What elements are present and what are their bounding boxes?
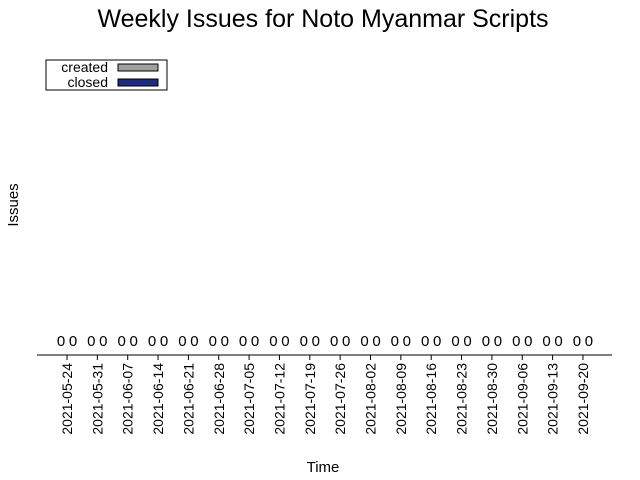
x-tick-label: 2021-08-02 (363, 363, 379, 435)
data-label-closed: 0 (312, 333, 320, 350)
y-axis-label: Issues (5, 183, 22, 226)
data-label-created: 0 (239, 333, 247, 350)
data-label-closed: 0 (130, 333, 138, 350)
x-tick-label: 2021-08-09 (393, 363, 409, 435)
x-tick-label: 2021-07-19 (302, 363, 318, 435)
x-tick-label: 2021-08-16 (423, 363, 439, 435)
data-label-closed: 0 (69, 333, 77, 350)
data-label-closed: 0 (99, 333, 107, 350)
data-label-closed: 0 (251, 333, 259, 350)
x-tick-label: 2021-07-26 (332, 363, 348, 435)
x-tick-label: 2021-07-12 (271, 363, 287, 435)
data-label-closed: 0 (494, 333, 502, 350)
data-label-created: 0 (330, 333, 338, 350)
data-label-created: 0 (421, 333, 429, 350)
x-tick-label: 2021-08-23 (454, 363, 470, 435)
x-tick-label: 2021-05-31 (89, 363, 105, 435)
x-tick-label: 2021-06-28 (211, 363, 227, 435)
data-label-created: 0 (512, 333, 520, 350)
data-label-closed: 0 (524, 333, 532, 350)
x-tick-label: 2021-06-21 (180, 363, 196, 435)
data-label-closed: 0 (342, 333, 350, 350)
data-label-created: 0 (148, 333, 156, 350)
data-label-created: 0 (451, 333, 459, 350)
x-axis-label: Time (307, 459, 340, 476)
data-label-created: 0 (178, 333, 186, 350)
data-label-closed: 0 (372, 333, 380, 350)
x-tick-label: 2021-08-30 (484, 363, 500, 435)
data-label-closed: 0 (221, 333, 229, 350)
x-tick-label: 2021-09-06 (514, 363, 530, 435)
data-label-created: 0 (542, 333, 550, 350)
data-label-created: 0 (118, 333, 126, 350)
data-label-closed: 0 (585, 333, 593, 350)
data-label-created: 0 (57, 333, 65, 350)
data-label-closed: 0 (190, 333, 198, 350)
x-tick-label: 2021-06-07 (120, 363, 136, 435)
data-label-created: 0 (482, 333, 490, 350)
data-label-closed: 0 (403, 333, 411, 350)
data-label-closed: 0 (160, 333, 168, 350)
x-tick-label: 2021-06-14 (150, 363, 166, 435)
legend-label-created: created (61, 59, 108, 75)
legend-swatch-closed (117, 78, 159, 87)
data-label-closed: 0 (433, 333, 441, 350)
data-label-created: 0 (87, 333, 95, 350)
data-label-closed: 0 (463, 333, 471, 350)
data-label-closed: 0 (281, 333, 289, 350)
data-label-created: 0 (360, 333, 368, 350)
x-tick-label: 2021-05-24 (59, 363, 75, 435)
chart-title: Weekly Issues for Noto Myanmar Scripts (97, 5, 548, 33)
data-label-created: 0 (300, 333, 308, 350)
data-label-created: 0 (573, 333, 581, 350)
legend-label-closed: closed (68, 74, 108, 90)
x-tick-label: 2021-09-20 (575, 363, 591, 435)
x-tick-label: 2021-09-13 (545, 363, 561, 435)
data-label-created: 0 (391, 333, 399, 350)
x-tick-label: 2021-07-05 (241, 363, 257, 435)
legend-swatch-created (117, 63, 159, 72)
data-label-closed: 0 (554, 333, 562, 350)
data-label-created: 0 (269, 333, 277, 350)
data-label-created: 0 (209, 333, 217, 350)
